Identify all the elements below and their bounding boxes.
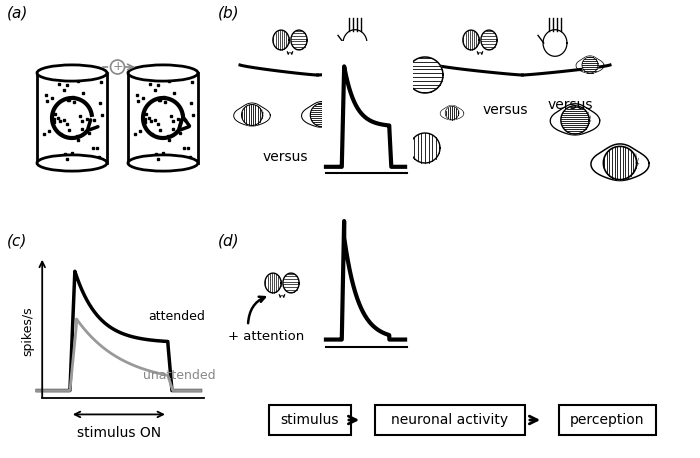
- Polygon shape: [310, 104, 334, 127]
- FancyBboxPatch shape: [375, 405, 525, 435]
- Polygon shape: [543, 30, 567, 56]
- Text: stimulus: stimulus: [281, 413, 339, 427]
- Polygon shape: [591, 144, 649, 180]
- Polygon shape: [283, 273, 299, 293]
- Text: versus: versus: [262, 150, 308, 164]
- Text: (a): (a): [7, 5, 29, 20]
- Ellipse shape: [37, 155, 107, 171]
- Polygon shape: [561, 106, 589, 134]
- Text: perception: perception: [570, 413, 644, 427]
- Polygon shape: [576, 56, 604, 73]
- Text: (b): (b): [218, 5, 239, 20]
- Polygon shape: [603, 147, 636, 180]
- Polygon shape: [582, 57, 598, 73]
- Text: stimulus ON: stimulus ON: [77, 426, 161, 440]
- Polygon shape: [234, 103, 270, 126]
- Text: unattended: unattended: [144, 369, 216, 382]
- Ellipse shape: [128, 65, 198, 81]
- Polygon shape: [265, 273, 281, 293]
- Polygon shape: [37, 73, 107, 163]
- Text: versus: versus: [547, 98, 593, 112]
- Ellipse shape: [37, 65, 107, 81]
- Ellipse shape: [128, 155, 198, 171]
- Text: versus: versus: [483, 103, 528, 117]
- Text: +: +: [112, 60, 122, 73]
- Text: spikes/s: spikes/s: [21, 306, 34, 356]
- Polygon shape: [302, 102, 342, 127]
- Text: (c): (c): [7, 233, 27, 248]
- Polygon shape: [410, 133, 440, 163]
- Polygon shape: [440, 105, 464, 120]
- Circle shape: [111, 60, 125, 74]
- Polygon shape: [273, 30, 289, 50]
- Polygon shape: [463, 30, 479, 50]
- Polygon shape: [407, 57, 443, 93]
- Polygon shape: [445, 106, 458, 120]
- FancyBboxPatch shape: [269, 405, 351, 435]
- Polygon shape: [550, 104, 600, 135]
- Polygon shape: [481, 30, 497, 50]
- Polygon shape: [241, 104, 262, 125]
- Polygon shape: [291, 30, 307, 50]
- FancyBboxPatch shape: [559, 405, 655, 435]
- Polygon shape: [343, 30, 367, 56]
- Text: (d): (d): [218, 233, 239, 248]
- Polygon shape: [128, 73, 198, 163]
- Text: + attention: + attention: [228, 330, 304, 343]
- Text: attended: attended: [148, 310, 205, 322]
- Text: neuronal activity: neuronal activity: [391, 413, 509, 427]
